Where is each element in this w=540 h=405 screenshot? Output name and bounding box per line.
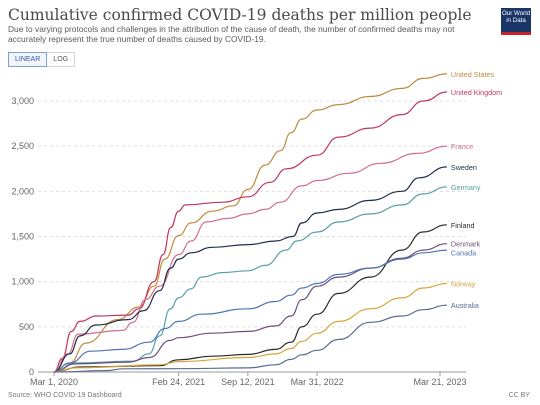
series-label[interactable]: France [451,142,473,151]
series-line-germany[interactable] [53,186,447,373]
series-line-canada[interactable] [53,249,447,373]
grid-lines [38,100,466,328]
y-tick-label: 2,000 [11,186,34,196]
x-axis: Mar 1, 2020 Feb 24, 2021 Sep 12, 2021 Mar 3… [30,371,467,387]
series-line-france[interactable] [53,145,447,373]
y-tick-label: 3,000 [11,96,34,106]
y-tick-label: 500 [19,322,34,332]
series-line-sweden[interactable] [53,166,447,373]
y-tick-label: 1,500 [11,232,34,242]
series-lines [53,73,447,373]
linear-scale-button[interactable]: LINEAR [8,52,48,67]
logo-line-2: in Data [506,16,526,24]
series-label[interactable]: Canada [451,249,476,258]
series-label[interactable]: Germany [451,183,481,192]
x-tick-label: Sep 12, 2021 [221,377,275,387]
y-tick-label: 0 [29,367,34,377]
series-label[interactable]: Denmark [451,240,481,249]
series-labels: United States United Kingdom France Sweden G… [451,70,502,310]
y-tick-label: 2,500 [11,141,34,151]
logo-line-1: Our World [501,10,531,17]
y-axis-ticks: 0 500 1,000 1,500 2,000 2,500 3,000 [11,96,34,377]
chart-title: Cumulative confirmed COVID-19 deaths per… [8,6,472,24]
x-tick-label: Mar 31, 2022 [291,377,344,387]
series-label[interactable]: United Kingdom [451,88,502,97]
log-scale-button[interactable]: LOG [47,52,76,67]
series-line-australia[interactable] [53,304,447,373]
series-label[interactable]: Finland [451,221,475,230]
series-label[interactable]: Sweden [451,163,477,172]
license-note[interactable]: CC BY [508,392,530,399]
owid-logo[interactable]: Our World in Data [501,8,531,35]
series-label[interactable]: Norway [451,279,476,288]
x-tick-label: Mar 21, 2023 [413,377,466,387]
series-line-finland[interactable] [53,224,447,373]
scale-toggle: LINEAR LOG [8,52,76,67]
x-tick-label: Feb 24, 2021 [152,377,205,387]
series-label[interactable]: United States [451,70,495,79]
series-line-united-kingdom[interactable] [53,91,447,373]
source-note: Source: WHO COVID-19 Dashboard [8,392,122,399]
chart-subtitle: Due to varying protocols and challenges … [8,24,455,44]
x-tick-label: Mar 1, 2020 [30,377,78,387]
series-label[interactable]: Australia [451,301,479,310]
y-tick-label: 1,000 [11,277,34,287]
series-line-norway[interactable] [53,282,447,373]
